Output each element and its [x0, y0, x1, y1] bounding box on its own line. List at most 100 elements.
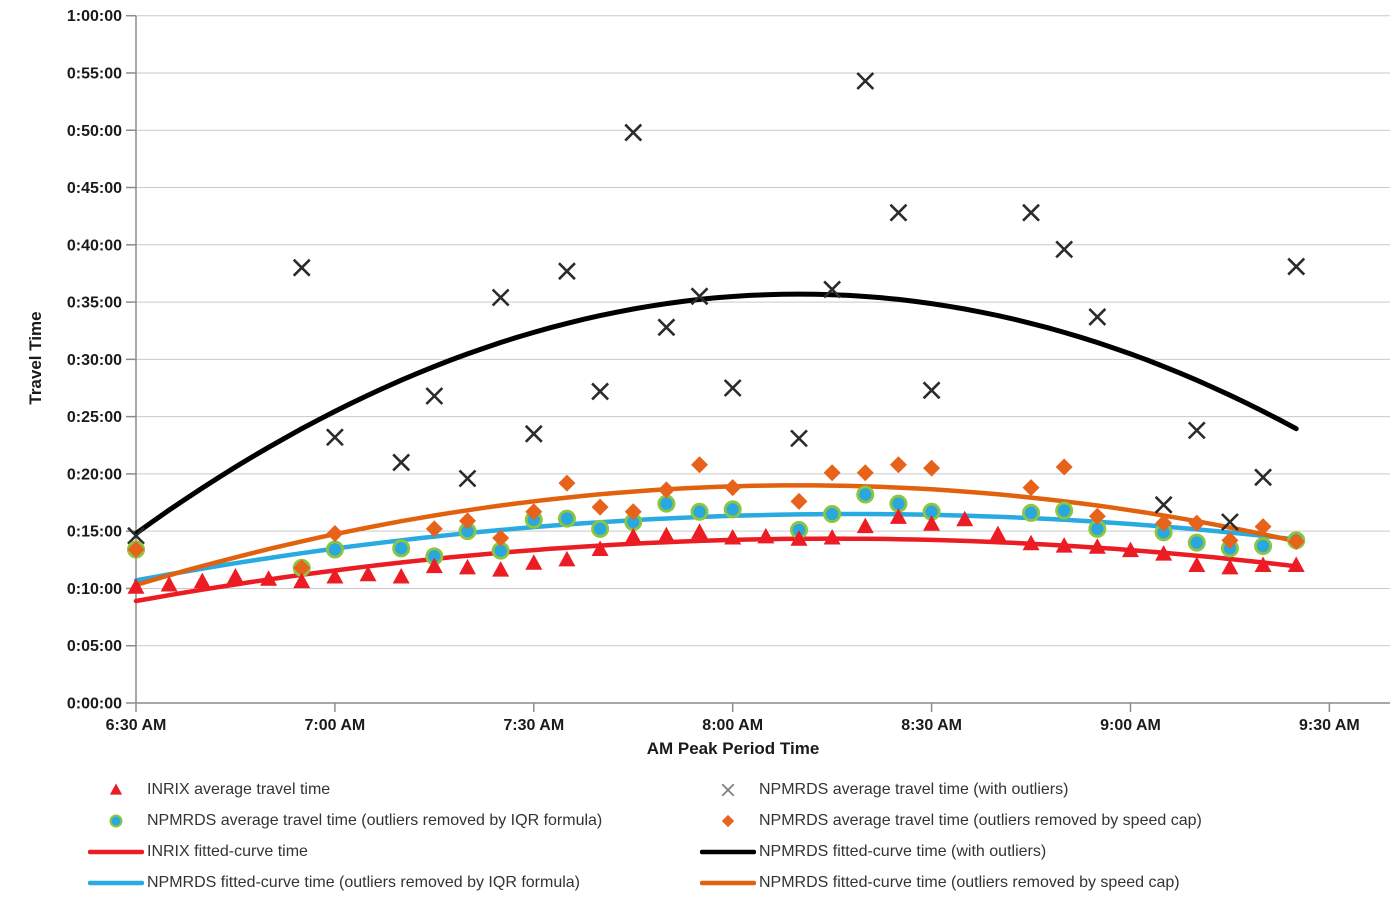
legend-x-point: [721, 783, 735, 796]
npmrds-iqr-circle-point: [1187, 533, 1206, 552]
inrix-triangle-point: [1022, 534, 1040, 551]
npmrds-outliers-x-point: [425, 387, 444, 405]
inrix-triangle-point: [260, 570, 278, 586]
x-marker-icon: [721, 783, 735, 796]
inrix-triangle-point: [160, 576, 178, 592]
npmrds-outliers-x-point: [292, 258, 311, 277]
legend-label: NPMRDS fitted-curve time (with outliers): [759, 842, 1047, 860]
npmrds-speedcap-diamond-point: [889, 456, 907, 474]
y-tick-label: 0:25:00: [67, 409, 122, 426]
npmrds-speedcap-diamond-point: [1155, 514, 1173, 532]
legend-label: NPMRDS average travel time (outliers rem…: [147, 811, 603, 829]
inrix-triangle-point: [823, 529, 841, 545]
npmrds-speedcap-diamond-point: [724, 479, 742, 497]
diamond-marker-icon: [721, 814, 735, 827]
npmrds-speedcap-diamond-point: [823, 464, 841, 482]
npmrds-outliers-x-point: [392, 453, 411, 472]
inrix-triangle-point: [724, 529, 742, 545]
travel-time-chart-plot: 1:00:00 0:55:00 0:50:00 0:45:00 0:40:00 0:35:…: [67, 8, 1390, 734]
x-tick-label: 7:30 AM: [503, 717, 564, 734]
npmrds-outliers-x-point: [723, 379, 742, 397]
legend-label: NPMRDS average travel time (outliers rem…: [759, 811, 1202, 829]
npmrds-outliers-x-point: [690, 287, 709, 306]
npmrds-outliers-x-point: [591, 382, 610, 401]
y-tick-label: 1:00:00: [67, 8, 122, 25]
inrix-triangle-point: [1088, 538, 1106, 554]
npmrds-speedcap-diamond-point: [326, 524, 344, 542]
inrix-triangle-point: [790, 530, 808, 546]
legend-item-inrix-points: INRIX average travel time: [88, 778, 700, 802]
npmrds-outliers-x-point: [823, 280, 842, 299]
npmrds-speedcap-diamond-point: [1221, 531, 1239, 549]
npmrds-speedcap-diamond-point: [1022, 479, 1040, 497]
inrix-triangle-point: [624, 527, 642, 544]
npmrds-speedcap-diamond-point: [425, 520, 443, 538]
legend-item-npmrds-speedcap-points: NPMRDS average travel time (outliers rem…: [700, 809, 1360, 833]
inrix-triangle-point: [492, 561, 510, 577]
npmrds-speedcap-diamond-point: [1188, 514, 1206, 532]
npmrds-speedcap-diamond-point: [458, 512, 476, 530]
npmrds-iqr-circle-point: [557, 509, 576, 528]
legend-label: INRIX average travel time: [147, 780, 331, 798]
legend-item-npmrds-iqr-points: NPMRDS average travel time (outliers rem…: [88, 809, 700, 833]
inrix-triangle-point: [425, 557, 443, 574]
legend-label: NPMRDS fitted-curve time (outliers remov…: [759, 873, 1180, 891]
npmrds-outliers-x-point: [922, 381, 941, 400]
npmrds-outliers-x-point: [1287, 257, 1306, 276]
npmrds-speedcap-diamond-point: [558, 474, 576, 492]
inrix-triangle-point: [525, 554, 543, 570]
red-line-icon: [88, 849, 144, 854]
inrix-triangle-point: [956, 510, 974, 527]
npmrds-speedcap-diamond-point: [591, 498, 609, 516]
chart-legend: INRIX average travel time NPMRDS average…: [88, 774, 1360, 898]
inrix-triangle-point: [591, 540, 609, 557]
npmrds-outliers-x-point: [889, 203, 908, 222]
legend-item-npmrds-speedcap-fit: NPMRDS fitted-curve time (outliers remov…: [700, 871, 1360, 895]
npmrds-speedcap-diamond-point: [492, 529, 510, 547]
legend-item-inrix-fit: INRIX fitted-curve time: [88, 840, 700, 864]
legend-diamond-point: [721, 814, 735, 827]
npmrds-speedcap-diamond-point: [1254, 518, 1272, 536]
inrix-triangle-point: [923, 515, 941, 531]
legend-circle-point: [109, 814, 123, 827]
npmrds-iqr-circle-point: [325, 540, 344, 559]
npmrds-outliers-x-point: [790, 429, 808, 448]
npmrds-outliers-x-point: [1254, 468, 1272, 487]
inrix-triangle-point: [359, 565, 377, 582]
npmrds-speedcap-diamond-point: [691, 456, 709, 474]
npmrds-iqr-circle-point: [392, 539, 411, 558]
inrix-triangle-point: [193, 572, 211, 589]
npmrds-outliers-x-point: [325, 428, 344, 447]
circle-marker-icon: [109, 814, 123, 827]
npmrds-outliers-x-point: [558, 262, 576, 281]
x-axis-title: AM Peak Period Time: [646, 739, 820, 758]
legend-label: NPMRDS fitted-curve time (outliers remov…: [147, 873, 580, 891]
npmrds-outliers-x-point: [624, 123, 643, 142]
npmrds-outliers-x-point: [127, 526, 145, 545]
npmrds-iqr-circle-point: [856, 485, 875, 504]
npmrds-speedcap-diamond-point: [1287, 532, 1305, 550]
inrix-triangle-point: [293, 572, 311, 589]
legend-item-npmrds-outlier-fit: NPMRDS fitted-curve time (with outliers): [700, 840, 1360, 864]
npmrds-speedcap-diamond-point: [293, 559, 311, 577]
npmrds-speedcap-diamond-point: [525, 503, 543, 521]
inrix-triangle-point: [127, 578, 145, 594]
inrix-triangle-point: [226, 567, 244, 584]
npmrds-outliers-x-point: [491, 288, 510, 307]
npmrds-outliers-x-point: [657, 318, 676, 337]
inrix-triangle-point: [1254, 556, 1272, 573]
black-line-icon: [700, 849, 756, 854]
y-tick-label: 0:20:00: [67, 466, 122, 483]
npmrds-outliers-x-point: [856, 72, 875, 90]
y-tick-label: 0:00:00: [67, 696, 122, 713]
inrix-triangle-point: [392, 567, 410, 584]
inrix-triangle-point: [458, 558, 476, 575]
inrix-triangle-point: [558, 550, 576, 567]
triangle-marker-icon: [109, 783, 123, 795]
y-tick-label: 0:10:00: [67, 581, 122, 598]
inrix-triangle-point: [1188, 556, 1206, 573]
npmrds-outliers-x-point: [1022, 203, 1040, 222]
npmrds-speedcap-diamond-point: [127, 541, 145, 559]
npmrds-iqr-circle-point: [723, 500, 742, 519]
